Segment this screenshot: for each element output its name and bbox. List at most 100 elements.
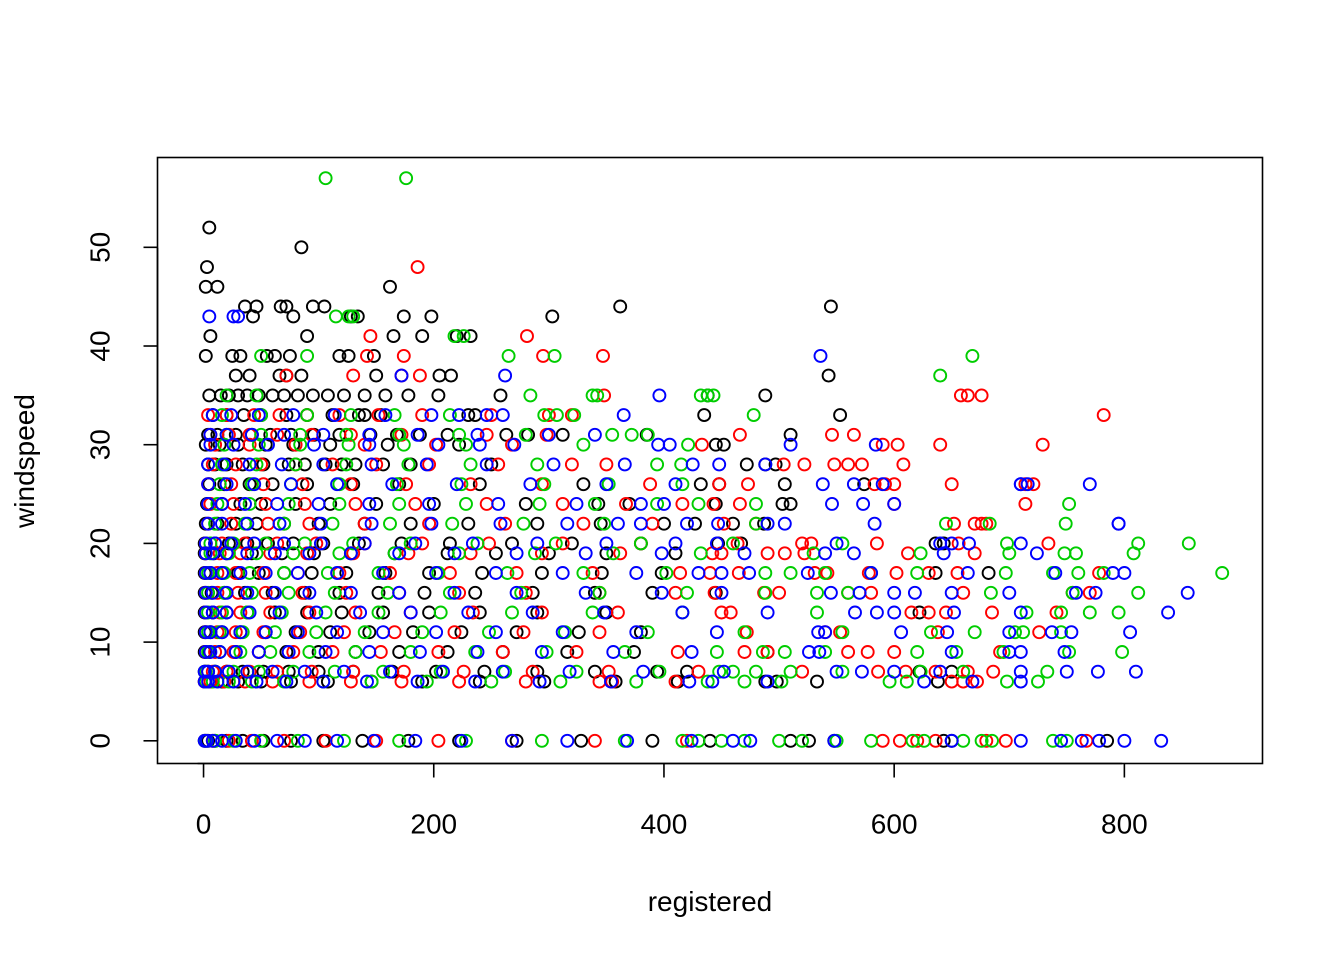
data-point — [247, 536, 262, 551]
data-point — [652, 664, 667, 679]
data-point — [505, 733, 519, 748]
data-point — [366, 733, 381, 748]
data-point — [624, 427, 639, 442]
data-point — [743, 733, 758, 748]
data-point — [956, 664, 971, 679]
data-point — [198, 536, 213, 551]
data-point — [362, 496, 377, 511]
data-point — [777, 546, 792, 561]
data-point — [279, 408, 294, 423]
data-point — [982, 516, 997, 531]
data-point — [318, 171, 333, 186]
data-point — [706, 388, 721, 403]
data-point — [247, 408, 262, 423]
data-point — [267, 585, 282, 600]
data-point — [509, 585, 524, 600]
data-point — [431, 388, 446, 403]
data-point — [597, 516, 612, 531]
data-point — [947, 516, 961, 531]
x-tick-label: 600 — [871, 809, 918, 840]
data-point — [334, 457, 349, 472]
data-point — [947, 605, 961, 620]
data-point — [944, 585, 959, 600]
data-point — [974, 516, 989, 531]
data-point — [408, 733, 423, 748]
data-point — [509, 625, 524, 640]
data-point — [286, 408, 301, 423]
data-point — [904, 605, 919, 620]
data-point — [523, 388, 538, 403]
data-point — [864, 733, 879, 748]
data-point — [215, 566, 229, 580]
data-point — [706, 496, 721, 511]
data-point — [520, 329, 534, 344]
data-point — [587, 585, 602, 600]
data-point — [459, 733, 473, 748]
data-point — [244, 585, 259, 600]
data-point — [675, 477, 690, 492]
data-point — [277, 388, 292, 403]
data-point — [293, 427, 308, 442]
data-point — [348, 605, 363, 620]
data-point — [541, 546, 556, 561]
data-point — [1013, 664, 1028, 679]
data-point — [707, 585, 722, 600]
data-point — [711, 516, 726, 531]
data-point — [620, 733, 635, 748]
data-point — [383, 279, 397, 294]
data-point — [682, 674, 697, 689]
data-point — [461, 516, 476, 531]
data-point — [944, 477, 959, 492]
data-point — [553, 674, 568, 689]
data-point — [944, 733, 959, 748]
data-point — [633, 496, 648, 511]
data-point — [290, 625, 305, 640]
data-point — [654, 566, 669, 580]
data-point — [219, 546, 234, 561]
data-point — [203, 329, 218, 344]
data-point — [797, 457, 812, 472]
data-point — [281, 457, 296, 472]
data-point — [1016, 625, 1031, 640]
data-point — [1029, 546, 1044, 561]
data-point — [258, 585, 273, 600]
data-point — [203, 437, 218, 452]
data-point — [208, 516, 223, 531]
data-point — [777, 645, 792, 659]
data-point — [675, 733, 690, 748]
data-point — [1000, 536, 1014, 551]
data-point — [362, 625, 377, 640]
data-point — [668, 536, 683, 551]
data-point — [534, 566, 549, 580]
data-point — [605, 427, 620, 442]
data-point — [376, 664, 391, 679]
data-point — [1082, 477, 1097, 492]
data-point — [247, 733, 262, 748]
data-point — [279, 299, 294, 314]
data-point — [452, 437, 467, 452]
data-point — [242, 566, 257, 580]
data-point — [709, 645, 724, 659]
data-point — [343, 427, 358, 442]
data-point — [203, 645, 218, 659]
data-point — [585, 388, 600, 403]
data-point — [272, 368, 287, 383]
data-point — [569, 664, 584, 679]
data-point — [776, 457, 791, 472]
data-point — [360, 348, 374, 363]
data-point — [657, 496, 671, 511]
data-point — [777, 516, 792, 531]
data-point — [592, 585, 607, 600]
data-point — [226, 674, 241, 689]
data-point — [277, 536, 292, 551]
data-point — [509, 546, 524, 561]
data-point — [1002, 546, 1017, 561]
data-point — [899, 674, 914, 689]
data-point — [1123, 625, 1138, 640]
data-point — [705, 674, 720, 689]
data-point — [378, 388, 393, 403]
data-point — [217, 457, 232, 472]
data-point — [1062, 645, 1077, 659]
data-point — [493, 516, 508, 531]
data-point — [768, 457, 783, 472]
